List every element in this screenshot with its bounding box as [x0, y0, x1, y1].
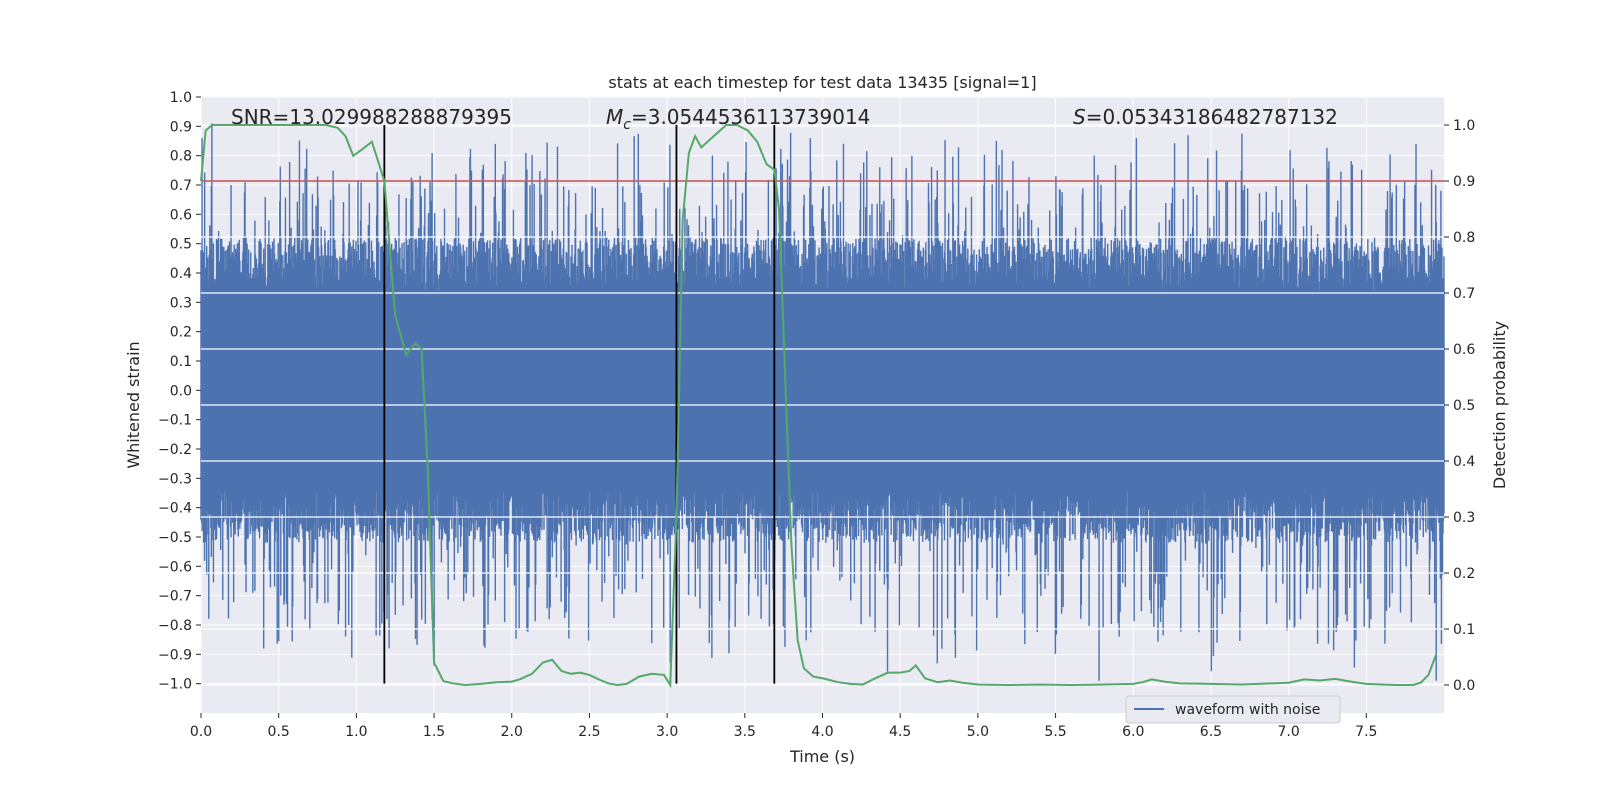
x-tick-label: 7.5 [1355, 724, 1377, 740]
y-left-tick-label: 0.4 [170, 266, 192, 282]
s-annotation: S=0.05343186482787132 [1073, 105, 1338, 129]
y-right-tick-label: 0.5 [1453, 398, 1475, 414]
x-tick-label: 4.5 [889, 724, 911, 740]
y-right-tick-label: 0.0 [1453, 678, 1475, 694]
y-left-tick-label: −0.2 [158, 442, 192, 458]
y-left-tick-label: −0.6 [158, 559, 192, 575]
event-lines [383, 125, 776, 684]
y-axis-right-label: Detection probability [1490, 321, 1509, 489]
legend-label-waveform: waveform with noise [1175, 702, 1320, 718]
x-tick-label: 2.5 [578, 724, 600, 740]
y-left-tick-label: 0.7 [170, 178, 192, 194]
x-tick-label: 5.0 [967, 724, 989, 740]
y-left-tick-label: −0.9 [158, 647, 192, 663]
y-left-tick-label: 0.1 [170, 354, 192, 370]
x-tick-label: 5.5 [1044, 724, 1066, 740]
x-axis-ticks: 0.0 0.5 1.0 1.5 2.0 2.5 3.0 3.5 4.0 4.5 5.0 5.5 6.0 6… [190, 713, 1377, 740]
y-right-tick-label: 0.7 [1453, 286, 1475, 302]
x-tick-label: 2.0 [501, 724, 523, 740]
y-left-tick-label: 0.9 [170, 119, 192, 135]
x-tick-label: 1.0 [345, 724, 367, 740]
x-tick-label: 3.5 [734, 724, 756, 740]
y-right-tick-label: 0.4 [1453, 454, 1475, 470]
y-right-tick-label: 0.9 [1453, 174, 1475, 190]
mc-value: =3.0544536113739014 [631, 105, 870, 129]
y-axis-left-label: Whitened strain [124, 341, 143, 468]
detection-probability-series [200, 124, 1438, 689]
y-left-tick-label: 0.3 [170, 295, 192, 311]
y-right-tick-label: 0.3 [1453, 510, 1475, 526]
x-tick-label: 7.0 [1277, 724, 1299, 740]
y-left-tick-label: 0.6 [170, 207, 192, 223]
y-right-tick-label: 0.1 [1453, 622, 1475, 638]
y-right-tick-label: 0.6 [1453, 342, 1475, 358]
snr-annotation: SNR=13.029988288879395 [231, 105, 512, 129]
y-left-tick-label: 0.5 [170, 237, 192, 253]
y-left-tick-label: −0.1 [158, 413, 192, 429]
s-value: =0.05343186482787132 [1086, 105, 1338, 129]
y-right-tick-label: 0.8 [1453, 230, 1475, 246]
legend-box [1125, 695, 1341, 724]
x-tick-label: 0.5 [268, 724, 290, 740]
x-tick-label: 6.0 [1122, 724, 1144, 740]
y-left-tick-label: 0.0 [170, 383, 192, 399]
y-right-tick-label: 0.2 [1453, 566, 1475, 582]
x-tick-label: 4.0 [811, 724, 833, 740]
y-left-tick-label: 0.2 [170, 325, 192, 341]
x-tick-label: 3.0 [656, 724, 678, 740]
y-left-tick-label: 1.0 [170, 90, 192, 106]
y-left-tick-label: 0.8 [170, 149, 192, 165]
x-tick-label: 1.5 [423, 724, 445, 740]
s-symbol: S [1073, 105, 1086, 129]
y-axis-right-ticks: 1.0 0.9 0.8 0.7 0.6 0.5 0.4 0.3 0.2 0.1 0.0 [1444, 118, 1475, 694]
x-axis-label: Time (s) [789, 747, 855, 766]
y-left-tick-label: −0.5 [158, 530, 192, 546]
x-tick-label: 0.0 [190, 724, 212, 740]
waveform-series [200, 123, 1445, 681]
y-right-tick-label: 1.0 [1453, 118, 1475, 134]
mc-subscript: c [623, 117, 631, 133]
plot-content [200, 123, 1445, 681]
legend: waveform with noise [1125, 695, 1341, 724]
y-left-tick-label: −0.8 [158, 618, 192, 634]
chirp-mass-annotation: Mc=3.0544536113739014 [606, 105, 870, 133]
y-left-tick-label: −1.0 [158, 677, 192, 693]
y-left-tick-label: −0.4 [158, 501, 192, 517]
chart-title: stats at each timestep for test data 134… [608, 73, 1036, 92]
y-left-tick-label: −0.7 [158, 589, 192, 605]
mc-symbol: M [606, 105, 623, 129]
y-left-tick-label: −0.3 [158, 471, 192, 487]
x-tick-label: 6.5 [1200, 724, 1222, 740]
y-axis-left-ticks: 1.0 0.9 0.8 0.7 0.6 0.5 0.4 0.3 0.2 0.1 0.0 −0.1 −0.… [158, 90, 201, 693]
